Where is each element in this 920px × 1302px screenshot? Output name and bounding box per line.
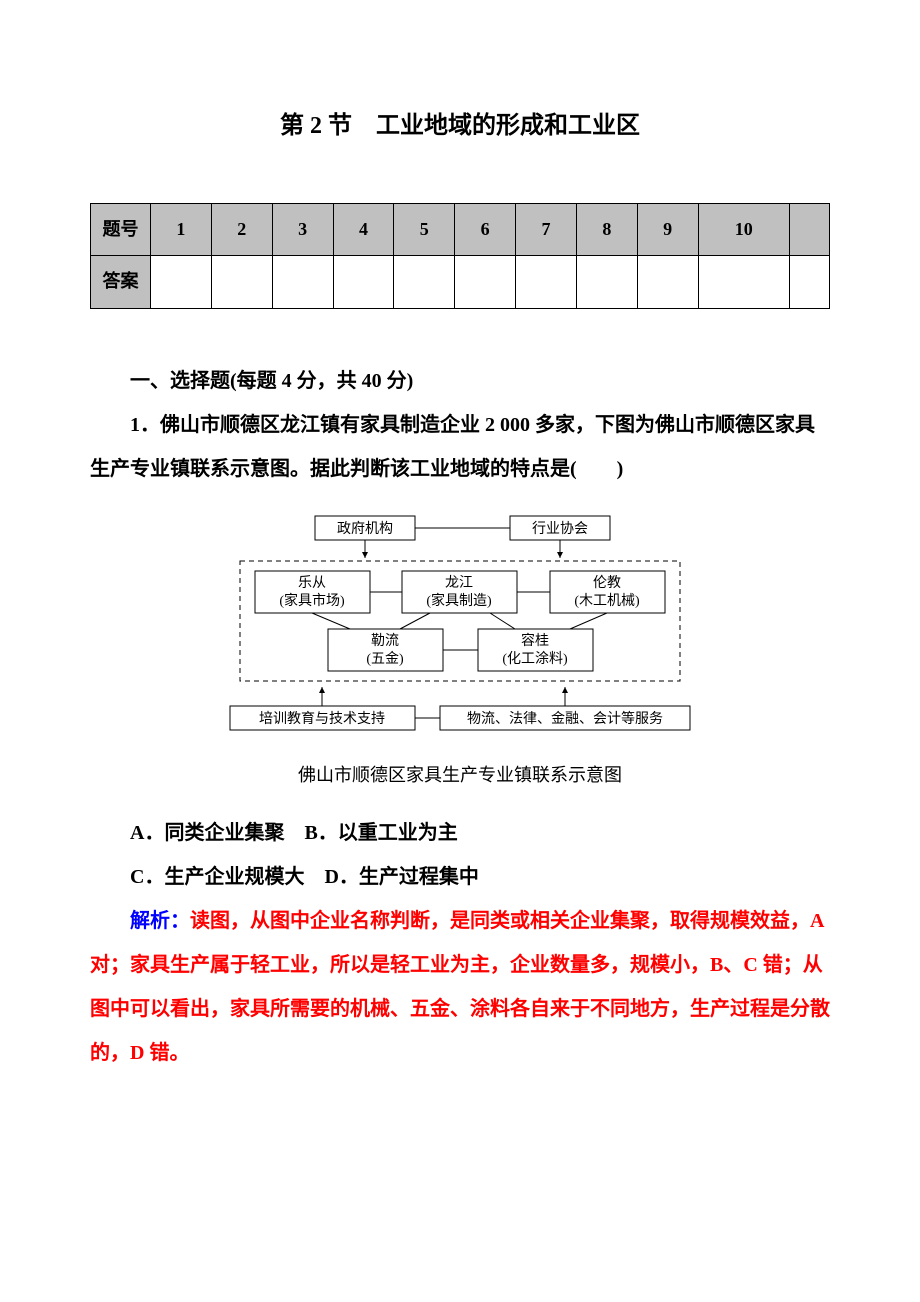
table-label-question: 题号: [91, 203, 151, 256]
table-col-8: 8: [576, 203, 637, 256]
diagram-svg: 政府机构 行业协会 乐从 (家具市场) 龙江 (家具制造) 伦教 (木工机械) …: [220, 511, 700, 751]
diagram-mid-center-1: 龙江: [445, 575, 473, 591]
diagram-bottom-right: 物流、法律、金融、会计等服务: [467, 710, 663, 727]
analysis-body: 读图，从图中企业名称判断，是同类或相关企业集聚，取得规模效益，A 对；家具生产属…: [90, 910, 830, 1064]
table-col-5: 5: [394, 203, 455, 256]
table-answer-3: [272, 256, 333, 309]
table-col-1: 1: [151, 203, 212, 256]
option-b: B．以重工业为主: [304, 822, 457, 844]
diagram-mid-left-2: (家具市场): [279, 592, 345, 609]
answer-table: 题号 1 2 3 4 5 6 7 8 9 10 答案: [90, 203, 830, 309]
question-1-stem: 1．佛山市顺德区龙江镇有家具制造企业 2 000 多家，下图为佛山市顺德区家具生…: [90, 403, 830, 491]
table-answer-9: [637, 256, 698, 309]
diagram-mid-left-1: 乐从: [298, 575, 326, 591]
table-answer-10: [698, 256, 789, 309]
diagram-mid-center-2: (家具制造): [426, 592, 492, 609]
table-col-6: 6: [455, 203, 516, 256]
table-answer-5: [394, 256, 455, 309]
table-col-4: 4: [333, 203, 394, 256]
page-title: 第 2 节 工业地域的形成和工业区: [90, 100, 830, 153]
diagram-caption: 佛山市顺德区家具生产专业镇联系示意图: [220, 756, 700, 796]
table-answer-4: [333, 256, 394, 309]
section-heading: 一、选择题(每题 4 分，共 40 分): [90, 359, 830, 403]
option-line-2: C．生产企业规模大 D．生产过程集中: [90, 855, 830, 899]
diagram-lower-right-2: (化工涂料): [502, 651, 568, 667]
diagram-container: 政府机构 行业协会 乐从 (家具市场) 龙江 (家具制造) 伦教 (木工机械) …: [220, 511, 700, 796]
option-line-1: A．同类企业集聚 B．以重工业为主: [90, 811, 830, 855]
diagram-top-right: 行业协会: [532, 521, 588, 537]
table-col-extra: [790, 203, 830, 256]
table-col-7: 7: [516, 203, 577, 256]
option-a: A．同类企业集聚: [130, 822, 284, 844]
table-answer-2: [211, 256, 272, 309]
table-answer-8: [576, 256, 637, 309]
table-label-answer: 答案: [91, 256, 151, 309]
diagram-lower-left-1: 勒流: [371, 633, 399, 649]
diagram-bottom-left: 培训教育与技术支持: [259, 711, 385, 727]
diagram-top-left: 政府机构: [337, 521, 393, 537]
diagram-lower-left-2: (五金): [366, 651, 404, 667]
table-answer-extra: [790, 256, 830, 309]
table-answer-6: [455, 256, 516, 309]
option-d: D．生产过程集中: [324, 866, 478, 888]
diagram-lower-right-1: 容桂: [521, 632, 549, 649]
table-header-row: 题号 1 2 3 4 5 6 7 8 9 10: [91, 203, 830, 256]
diagram-mid-right-2: (木工机械): [574, 593, 640, 609]
table-col-10: 10: [698, 203, 789, 256]
table-answer-row: 答案: [91, 256, 830, 309]
table-answer-1: [151, 256, 212, 309]
table-col-3: 3: [272, 203, 333, 256]
diagram-mid-right-1: 伦教: [593, 575, 621, 591]
table-col-9: 9: [637, 203, 698, 256]
table-col-2: 2: [211, 203, 272, 256]
table-answer-7: [516, 256, 577, 309]
analysis-paragraph: 解析：读图，从图中企业名称判断，是同类或相关企业集聚，取得规模效益，A 对；家具…: [90, 899, 830, 1075]
analysis-label: 解析：: [130, 910, 190, 932]
option-c: C．生产企业规模大: [130, 866, 304, 888]
